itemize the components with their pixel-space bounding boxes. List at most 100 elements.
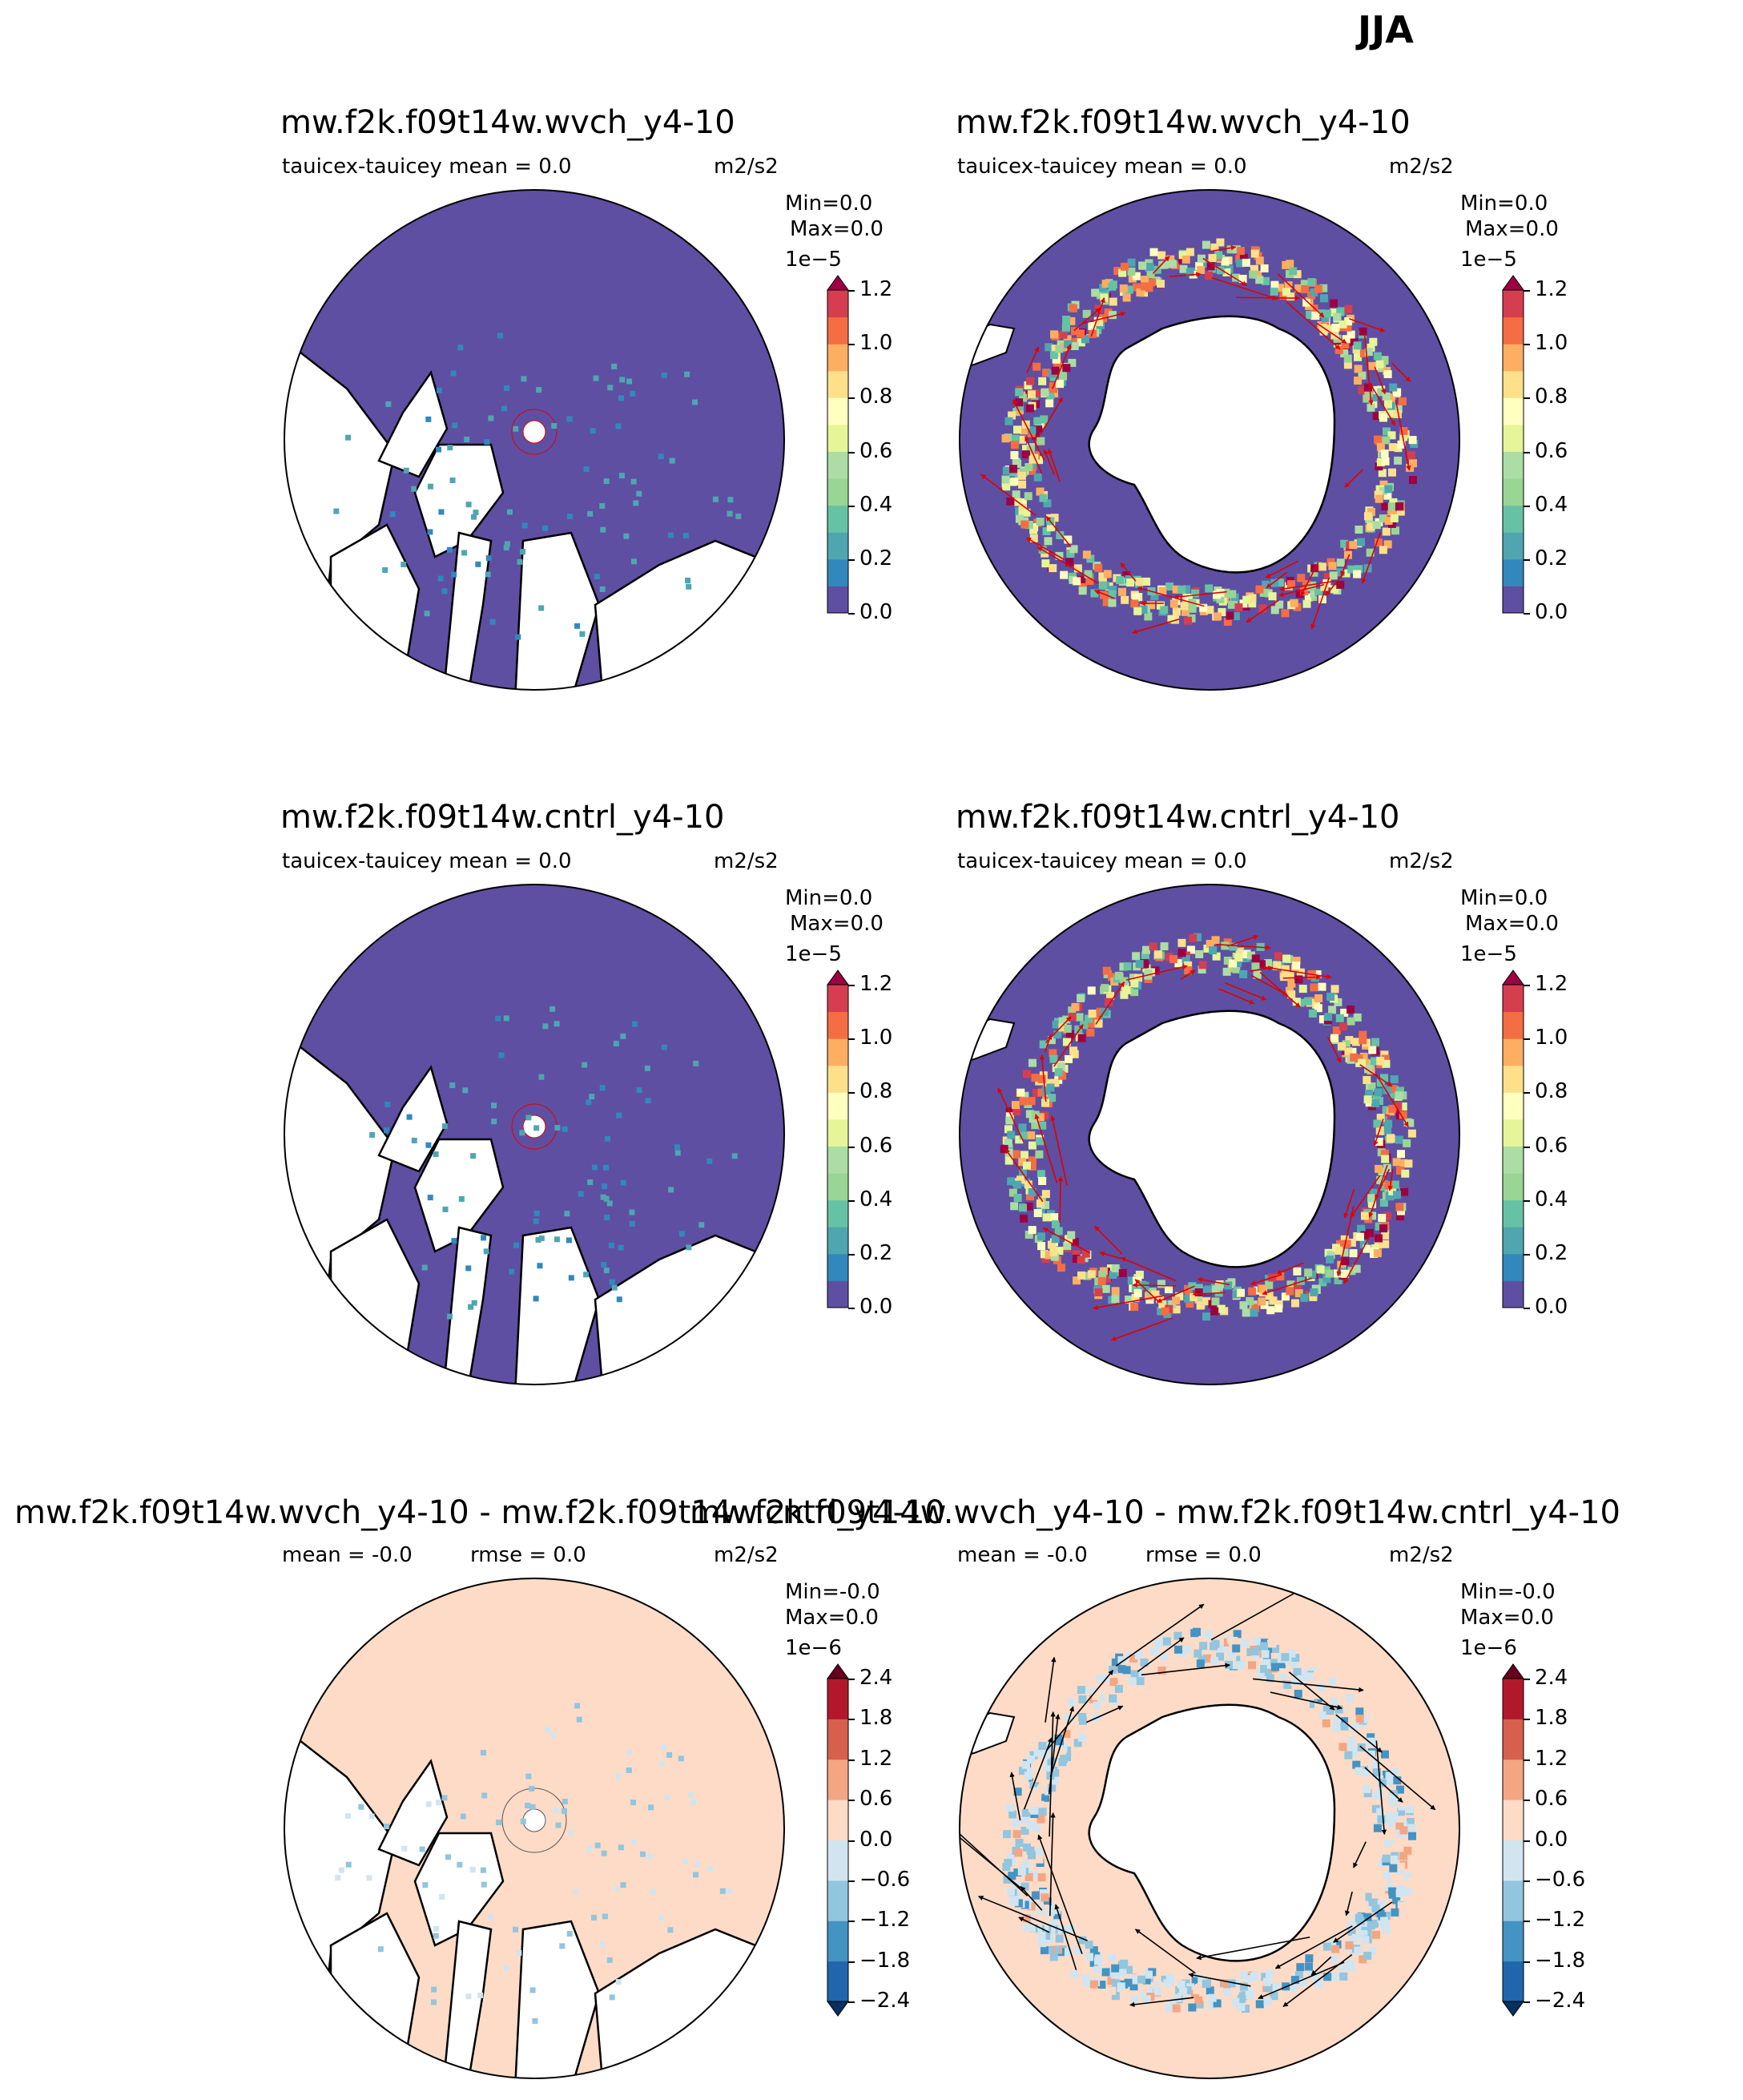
panel-title: mw.f2k.f09t14w.cntrl_y4-10 [280,799,725,836]
colorbar-tick [848,1759,855,1761]
stress-arrow [1375,1168,1391,1200]
max-label: Max=0.0 [1460,1606,1554,1630]
stress-arrow [1202,257,1248,286]
colorbar-tick-label: 0.2 [859,546,893,570]
colorbar-segment [827,1011,848,1039]
stress-arrow [1375,1740,1387,1836]
colorbar-tick-label: 1.0 [859,331,893,356]
stress-arrow [1277,273,1325,318]
min-label: Min=0.0 [785,191,873,216]
panel-subtitle-left: tauicex-tauicey mean = 0.0 [957,849,1247,873]
stress-arrow [1034,1114,1058,1183]
stress-arrow [1282,1953,1353,2008]
colorbar [827,969,849,1308]
colorbar-segment [827,985,848,1013]
stress-arrow [1258,1961,1345,2000]
stress-arrow [1192,1291,1226,1297]
stress-arrow [1210,1589,1301,1641]
south-polar-map [959,189,1460,691]
colorbar-tick [1524,1759,1530,1761]
stress-arrow [1046,1670,1114,1751]
stress-arrow [1023,1737,1053,1810]
colorbar-tick [1524,290,1530,292]
stress-arrow [1361,532,1382,584]
panel-subtitle-rmse: rmse = 0.0 [1145,1543,1262,1567]
stress-arrow [1216,943,1271,950]
colorbar [1502,275,1524,614]
stress-arrow [1020,1886,1043,1911]
stress-arrow [1156,1285,1195,1303]
colorbar-segment [1503,586,1524,614]
panel-subtitle-left: tauicex-tauicey mean = 0.0 [957,155,1247,179]
colorbar-segment [1503,316,1524,345]
stress-arrow [1025,537,1065,561]
min-label: Min=0.0 [785,886,873,910]
colorbar-tick [1524,613,1530,615]
colorbar-segment [1503,1119,1524,1147]
colorbar-tick-label: −2.4 [1535,1989,1586,2013]
colorbar-tick [1524,558,1530,561]
colorbar-tick-label: 0.0 [859,600,893,624]
panel-title: mw.f2k.f09t14w.cntrl_y4-10 [956,799,1400,836]
stress-arrow [1048,1714,1061,1795]
antarctica [1088,1010,1336,1268]
colorbar-tick-label: 0.6 [1535,1133,1568,1158]
stress-arrow [1137,1637,1185,1673]
stress-arrow [1026,346,1040,373]
stress-arrow [1099,1251,1121,1260]
colorbar-under-extension [1502,2001,1524,2017]
min-label: Min=-0.0 [785,1580,880,1604]
colorbar-segment [1503,1759,1524,1800]
map-boundary [959,189,1460,691]
colorbar-tick-label: −2.4 [859,1989,911,2013]
stress-arrow [1236,295,1301,301]
stress-arrow [1259,972,1301,1008]
stress-arrow [1250,1274,1282,1286]
colorbar-segment [1503,1011,1524,1039]
colorbar-tick [1524,1921,1530,1923]
stress-arrow [1018,1917,1050,1933]
stress-arrow [1169,272,1202,277]
stress-arrow [1310,577,1330,630]
colorbar-tick-label: 0.4 [1535,1187,1568,1211]
colorbar-segment [1503,344,1524,372]
stress-arrow [997,1087,1024,1143]
colorbar-tick-label: 1.2 [1535,972,1568,996]
colorbar-segment [827,290,848,318]
stress-arrow [1090,297,1105,337]
colorbar-segment [1503,1679,1524,1719]
colorbar-tick [848,344,855,346]
colorbar-segment [1503,290,1524,318]
colorbar-tick-label: 0.4 [1535,492,1568,517]
colorbar-tick [1524,1800,1530,1802]
colorbar-segment [1503,1253,1524,1281]
colorbar-tick-label: 1.2 [859,972,893,996]
stress-arrow [1052,344,1072,389]
colorbar-segment [1503,1840,1524,1881]
colorbar-exponent: 1e−5 [785,942,842,966]
stress-arrow [977,1896,1088,1941]
colorbar-tick [1524,1840,1530,1842]
stress-arrow [1276,1262,1304,1275]
colorbar-tick-label: 1.0 [1535,331,1568,356]
colorbar-over-extension [827,275,849,291]
colorbar-tick [848,985,855,986]
south-polar-map [959,884,1460,1385]
stress-arrow [1115,1603,1205,1667]
colorbar [827,1663,849,2017]
max-label: Max=0.0 [785,1606,879,1630]
colorbar-tick [848,397,855,400]
figure-suptitle: JJA [1358,8,1414,51]
panel-subtitle-units: m2/s2 [1389,155,1454,179]
stress-arrow [1042,1227,1091,1254]
stress-arrow [1265,560,1299,578]
panel-subtitle-units: m2/s2 [714,1543,779,1567]
stress-arrow [1391,362,1411,382]
colorbar-under-extension [827,2001,849,2017]
stress-arrow [1037,546,1099,584]
colorbar-tick-label: 2.4 [1535,1666,1568,1690]
stress-arrow [1125,964,1188,981]
stress-arrow [1004,1148,1044,1203]
stress-arrow [1266,571,1288,589]
colorbar-segment [827,316,848,345]
